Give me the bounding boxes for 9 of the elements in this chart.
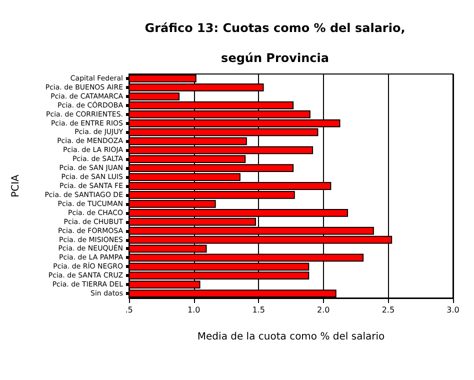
x-tick-label: 2.0 bbox=[317, 306, 330, 314]
x-tick-label: 1.0 bbox=[187, 306, 200, 314]
x-tick-label: 3.0 bbox=[446, 306, 460, 314]
x-tick-label: .5 bbox=[125, 306, 133, 314]
x-axis-title: Media de la cuota como % del salario bbox=[197, 332, 385, 342]
chart-title: Gráfico 13: Cuotas como % del salario, según Provincia bbox=[144, 21, 406, 65]
y-axis-title: PCIA bbox=[10, 174, 22, 198]
x-tick-label: 1.5 bbox=[252, 306, 265, 314]
x-tick-label: 2.5 bbox=[382, 306, 395, 314]
